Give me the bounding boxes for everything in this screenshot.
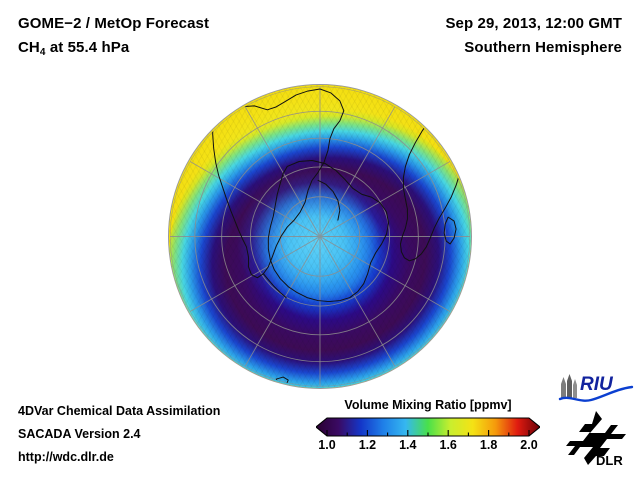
coastline-antarctica: [267, 160, 390, 303]
species-prefix: CH: [18, 39, 40, 56]
colorbar-bar-row: [316, 417, 540, 437]
figure-header: GOME−2 / MetOp Forecast CH4 at 55.4 hPa …: [0, 0, 640, 72]
header-right-block: Sep 29, 2013, 12:00 GMT Southern Hemisph…: [445, 12, 622, 60]
coastline-new-zealand: [206, 354, 228, 369]
dlr-logo: DLR: [566, 411, 626, 466]
colorbar-tick-label: 1.6: [439, 438, 457, 452]
colorbar-tick-label: 1.0: [318, 438, 336, 452]
datetime-label: Sep 29, 2013, 12:00 GMT: [445, 15, 622, 32]
instrument-title: GOME−2 / MetOp Forecast: [18, 15, 210, 32]
coastlines: [206, 88, 462, 386]
riu-logo: RIU: [558, 374, 634, 402]
colorbar-gradient: [316, 417, 540, 437]
colorbar-tick-label: 1.2: [358, 438, 377, 452]
coastline-south-america: [212, 88, 345, 279]
footer-line-version: SACADA Version 2.4: [18, 427, 141, 441]
globe-disc: [168, 84, 472, 389]
footer-line-url: http://wdc.dlr.de: [18, 450, 114, 464]
graticule-meridians: [169, 86, 470, 387]
colorbar: Volume Mixing Ratio [ppmv] 1.0 1.2 1.4 1.6 1…: [316, 398, 540, 454]
colorbar-title: Volume Mixing Ratio [ppmv]: [344, 398, 512, 412]
colorbar-tick-label: 2.0: [520, 438, 538, 452]
figure-footer: 4DVar Chemical Data Assimilation SACADA …: [18, 400, 220, 469]
coastline-tasmania: [275, 376, 289, 386]
species-suffix: at 55.4 hPa: [45, 39, 130, 56]
coastline-madagascar: [443, 216, 457, 245]
colorbar-tick-label: 1.4: [399, 438, 417, 452]
colorbar-tick-label: 1.8: [479, 438, 498, 452]
riu-spikes-icon: [561, 374, 577, 398]
dlr-wordmark: DLR: [596, 453, 623, 466]
coastline-antarctic-peninsula: [262, 273, 287, 299]
header-left-block: GOME−2 / MetOp Forecast CH4 at 55.4 hPa: [18, 12, 209, 65]
coastline-new-zealand-south: [228, 368, 244, 379]
riu-wordmark: RIU: [580, 374, 614, 395]
species-level-title: CH4 at 55.4 hPa: [18, 36, 209, 65]
riu-wave-icon: [558, 385, 634, 402]
coastline-antarctica-inner: [317, 179, 341, 221]
map-vectors: [169, 86, 470, 387]
polar-map: [168, 84, 472, 389]
coastline-africa: [399, 112, 462, 262]
species-subscript: 4: [39, 47, 46, 58]
footer-line-method: 4DVar Chemical Data Assimilation: [18, 404, 221, 418]
dlr-mark-icon: [566, 411, 626, 465]
region-label: Southern Hemisphere: [464, 39, 622, 56]
colorbar-tick-labels: 1.0 1.2 1.4 1.6 1.8 2.0: [316, 438, 540, 454]
colorbar-tickmarks: [326, 430, 530, 436]
